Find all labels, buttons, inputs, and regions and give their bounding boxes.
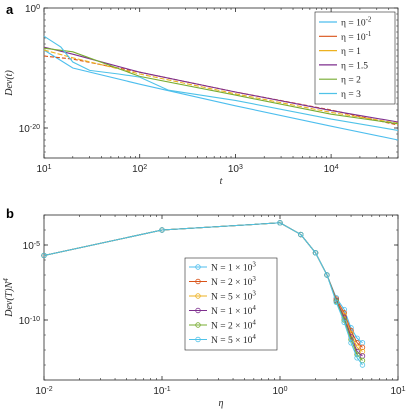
- data-point: [333, 299, 340, 306]
- x-tick-label: 10-1: [153, 386, 170, 398]
- y-tick-label: 10-5: [23, 241, 40, 253]
- legend-marker: [195, 293, 201, 299]
- legend-marker: [195, 322, 201, 328]
- series-line: [43, 49, 399, 141]
- x-tick-label: 103: [228, 164, 243, 176]
- data-point: [354, 355, 360, 361]
- legend-entry: N = 2 × 104: [211, 319, 256, 332]
- data-point: [312, 250, 319, 256]
- legend-entry: η = 10-2: [341, 16, 372, 29]
- data-point: [159, 227, 165, 233]
- legend-entry: η = 1.5: [341, 61, 368, 71]
- data-point: [324, 272, 330, 278]
- y-tick-label: 100: [25, 4, 40, 16]
- legend-entry: N = 1 × 104: [211, 304, 256, 317]
- legend-marker: [195, 278, 201, 285]
- legend-box: [184, 257, 278, 351]
- legend-marker: [195, 307, 201, 314]
- legend-entry: N = 5 × 103: [211, 290, 256, 303]
- legend-entry: η = 2: [341, 76, 361, 86]
- series-line: [43, 46, 399, 123]
- data-point: [348, 340, 354, 346]
- x-tick-label: 104: [324, 164, 339, 176]
- legend-entry: N = 2 × 103: [211, 275, 256, 288]
- x-tick-label: 102: [132, 164, 147, 176]
- legend-entry: η = 3: [341, 90, 361, 100]
- data-point: [359, 362, 366, 368]
- data-point: [359, 344, 366, 351]
- y-axis-label: Dev(T)N4: [2, 278, 15, 318]
- panel-a-label: a: [6, 2, 14, 17]
- chart-b: 10-2 10-1 100 101 10-5 10-10 η Dev(T)N4 N = 1 × …: [2, 214, 406, 409]
- panel-b-label: b: [6, 206, 14, 221]
- data-point: [298, 231, 304, 238]
- y-tick-label: 10-20: [19, 124, 40, 136]
- legend-marker: [195, 264, 201, 270]
- x-tick-label: 101: [390, 386, 405, 398]
- x-tick-label: 10-2: [35, 386, 52, 398]
- series-line: [43, 222, 363, 366]
- y-axis-label: Dev(t): [4, 70, 15, 97]
- series-line: [43, 47, 399, 125]
- legend-entry: N = 5 × 104: [211, 333, 256, 346]
- data-point: [41, 252, 47, 259]
- x-axis-label: t: [220, 176, 223, 187]
- legend-box: [314, 11, 396, 105]
- legend-entry: η = 1: [341, 47, 361, 57]
- y-tick-label: 10-10: [19, 316, 40, 328]
- legend-entry: N = 1 × 103: [211, 261, 256, 274]
- data-point: [354, 344, 360, 351]
- legend-marker: [195, 336, 201, 343]
- series-line: [43, 35, 399, 131]
- x-axis-label: η: [219, 398, 224, 409]
- legend-entry: η = 10-1: [341, 30, 372, 43]
- x-tick-label: 101: [36, 164, 51, 176]
- data-point: [277, 220, 283, 226]
- data-point: [341, 319, 347, 326]
- x-tick-label: 100: [272, 386, 287, 398]
